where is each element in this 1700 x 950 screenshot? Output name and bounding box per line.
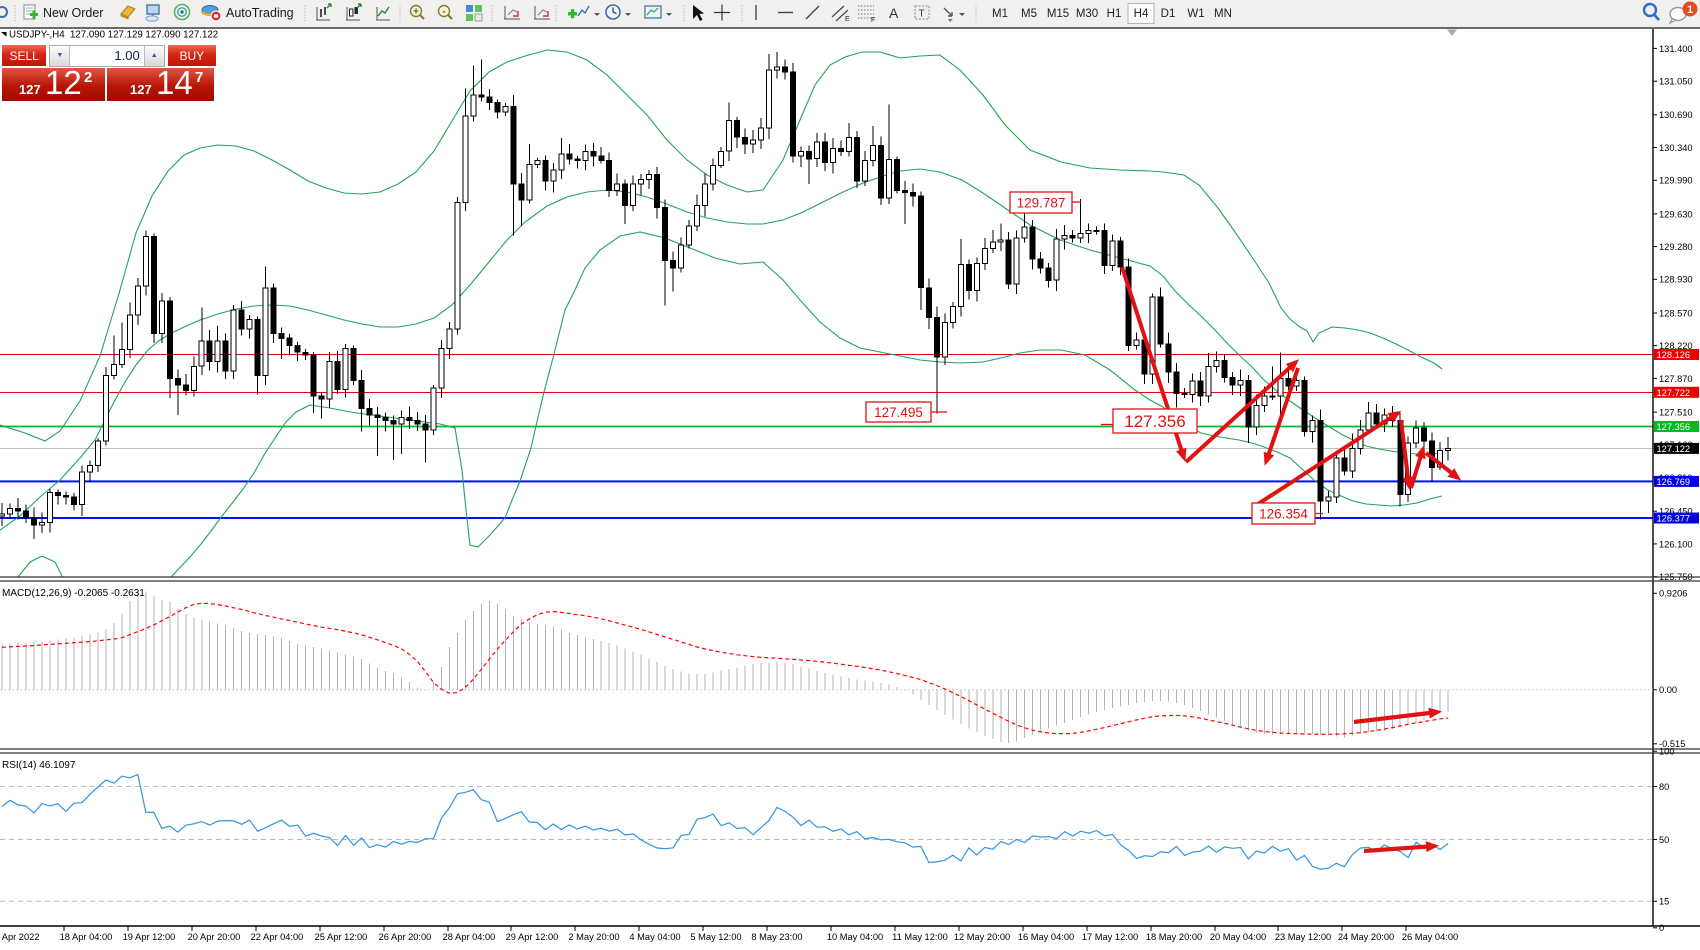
- svg-text:A: A: [889, 5, 899, 21]
- svg-text:127.722: 127.722: [1657, 388, 1691, 398]
- svg-text:26 May 04:00: 26 May 04:00: [1402, 932, 1458, 942]
- svg-text:80: 80: [1659, 782, 1669, 792]
- svg-text:M5: M5: [1021, 8, 1037, 20]
- svg-text:D1: D1: [1161, 8, 1176, 20]
- svg-text:19 Apr 12:00: 19 Apr 12:00: [123, 932, 176, 942]
- svg-text:5 May 12:00: 5 May 12:00: [690, 932, 741, 942]
- svg-text:16 May 04:00: 16 May 04:00: [1018, 932, 1074, 942]
- svg-text:127.870: 127.870: [1659, 374, 1693, 384]
- svg-text:F: F: [871, 17, 875, 24]
- svg-text:129.630: 129.630: [1659, 209, 1693, 219]
- svg-text:17 May 12:00: 17 May 12:00: [1082, 932, 1138, 942]
- svg-text:131.050: 131.050: [1659, 77, 1693, 87]
- svg-text:1: 1: [1687, 4, 1693, 16]
- svg-text:8 May 23:00: 8 May 23:00: [751, 932, 802, 942]
- svg-text:126.377: 126.377: [1657, 514, 1691, 524]
- svg-text:127.122: 127.122: [1657, 444, 1691, 454]
- svg-text:20 Apr 20:00: 20 Apr 20:00: [188, 932, 241, 942]
- svg-text:T: T: [919, 9, 925, 20]
- svg-text:W1: W1: [1187, 8, 1204, 20]
- svg-text:2 May 20:00: 2 May 20:00: [568, 932, 619, 942]
- svg-text:126.100: 126.100: [1659, 539, 1693, 549]
- svg-text:127.356: 127.356: [1124, 412, 1185, 431]
- svg-text:+: +: [413, 7, 419, 18]
- svg-text:H4: H4: [1134, 8, 1149, 20]
- svg-text:18 May 20:00: 18 May 20:00: [1146, 932, 1202, 942]
- svg-text:18 Apr 04:00: 18 Apr 04:00: [60, 932, 113, 942]
- svg-text:11 May 12:00: 11 May 12:00: [892, 932, 948, 942]
- svg-text:128.220: 128.220: [1659, 341, 1693, 351]
- svg-text:26 Apr 20:00: 26 Apr 20:00: [379, 932, 432, 942]
- svg-text:20 May 04:00: 20 May 04:00: [1210, 932, 1266, 942]
- svg-text:0.9206: 0.9206: [1659, 589, 1687, 599]
- svg-text:AutoTrading: AutoTrading: [226, 6, 294, 20]
- svg-text:129.787: 129.787: [1017, 195, 1066, 210]
- svg-text:M30: M30: [1076, 8, 1098, 20]
- svg-text:129.990: 129.990: [1659, 176, 1693, 186]
- svg-text:22 Apr 04:00: 22 Apr 04:00: [251, 932, 304, 942]
- svg-text:H1: H1: [1107, 8, 1122, 20]
- svg-text:25 Apr 12:00: 25 Apr 12:00: [315, 932, 368, 942]
- svg-text:127.495: 127.495: [874, 405, 923, 420]
- svg-text:128.930: 128.930: [1659, 275, 1693, 285]
- svg-text:126.769: 126.769: [1657, 477, 1691, 487]
- svg-text:-: -: [442, 7, 445, 18]
- svg-text:127.356: 127.356: [1657, 422, 1691, 432]
- svg-text:50: 50: [1659, 835, 1669, 845]
- svg-text:0: 0: [1659, 923, 1664, 933]
- svg-text:10 May 04:00: 10 May 04:00: [827, 932, 883, 942]
- svg-text:4 May 04:00: 4 May 04:00: [629, 932, 680, 942]
- svg-text:M1: M1: [992, 8, 1008, 20]
- svg-text:12 May 20:00: 12 May 20:00: [954, 932, 1010, 942]
- svg-text:MN: MN: [1214, 8, 1232, 20]
- svg-text:128.126: 128.126: [1657, 350, 1691, 360]
- svg-text:23 May 12:00: 23 May 12:00: [1275, 932, 1331, 942]
- svg-text:126.450: 126.450: [1659, 507, 1693, 517]
- svg-text:128.570: 128.570: [1659, 308, 1693, 318]
- svg-text:E: E: [845, 16, 850, 23]
- svg-text:130.340: 130.340: [1659, 143, 1693, 153]
- svg-text:-0.515: -0.515: [1659, 739, 1685, 749]
- svg-text:New Order: New Order: [43, 6, 103, 20]
- svg-text:MACD(12,26,9) -0.2065 -0.2631: MACD(12,26,9) -0.2065 -0.2631: [2, 588, 145, 599]
- svg-text:129.280: 129.280: [1659, 242, 1693, 252]
- svg-text:126.354: 126.354: [1259, 506, 1308, 521]
- svg-text:15: 15: [1659, 897, 1669, 907]
- svg-text:100: 100: [1659, 747, 1675, 757]
- svg-text:28 Apr 04:00: 28 Apr 04:00: [443, 932, 496, 942]
- svg-text:0.00: 0.00: [1659, 685, 1677, 695]
- svg-text:RSI(14) 46.1097: RSI(14) 46.1097: [2, 760, 76, 771]
- svg-text:24 May 20:00: 24 May 20:00: [1338, 932, 1394, 942]
- svg-text:USDJPY-,H4 127.090 127.129 12: USDJPY-,H4 127.090 127.129 127.090 127.1…: [9, 30, 218, 41]
- svg-text:127.510: 127.510: [1659, 408, 1693, 418]
- svg-text:130.690: 130.690: [1659, 110, 1693, 120]
- svg-text:29 Apr 12:00: 29 Apr 12:00: [506, 932, 559, 942]
- svg-text:M15: M15: [1047, 8, 1069, 20]
- svg-text:131.400: 131.400: [1659, 44, 1693, 54]
- svg-text:4 Apr 2022: 4 Apr 2022: [0, 932, 39, 942]
